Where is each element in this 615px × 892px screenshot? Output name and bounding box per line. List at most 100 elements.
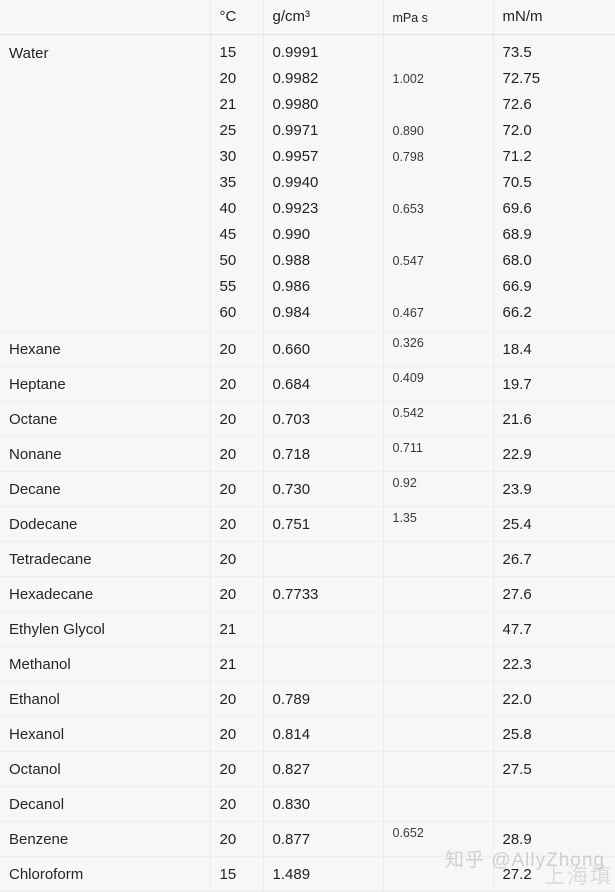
cell-substance: Octane	[0, 401, 211, 437]
table-row-water: Water 15 20 21 25 30 35 40 45 50 55	[0, 34, 615, 332]
water-density-value: 0.9991	[272, 44, 319, 61]
water-surface-tension-value: 73.5	[502, 44, 532, 61]
water-temp-value: 50	[219, 252, 237, 269]
table-row: Hexane 20 0.660 0.326 18.4	[0, 331, 615, 367]
water-viscosity-value	[384, 92, 493, 118]
header-density: g/cm³	[263, 0, 384, 35]
cell-density: 0.830	[263, 786, 384, 822]
water-density-value: 0.9971	[272, 122, 319, 139]
water-temperature-stack: 15 20 21 25 30 35 40 45 50 55 60	[211, 35, 263, 331]
cell-temperature: 21	[210, 646, 264, 682]
table-row: Dodecane 20 0.751 1.35 25.4	[0, 506, 615, 542]
cell-substance: Benzene	[0, 821, 211, 857]
cell-temperature: 20	[210, 331, 264, 367]
water-density-value: 0.988	[272, 252, 311, 269]
cell-viscosity: 0.542	[383, 401, 494, 437]
cell-substance-water: Water	[0, 34, 211, 332]
cell-temperature: 20	[210, 401, 264, 437]
table-row: Octane 20 0.703 0.542 21.6	[0, 401, 615, 437]
water-density-value: 0.9982	[272, 70, 319, 87]
cell-substance: Dodecane	[0, 506, 211, 542]
cell-surface-tension: 18.4	[493, 331, 615, 367]
table-header: °C g/cm³ mPa s mN/m	[0, 0, 615, 35]
water-viscosity-value: 0.798	[392, 150, 424, 164]
cell-substance: Chloroform	[0, 856, 211, 892]
table-row: Methanol 21 22.3	[0, 646, 615, 682]
cell-density: 0.827	[263, 751, 384, 787]
water-density-value: 0.9923	[272, 200, 319, 217]
cell-viscosity	[383, 611, 494, 647]
cell-surface-tension: 23.9	[493, 471, 615, 507]
cell-density: 0.703	[263, 401, 384, 437]
viscosity-value: 1.35	[392, 511, 417, 525]
cell-viscosity	[383, 576, 494, 612]
cell-temperature: 20	[210, 821, 264, 857]
cell-viscosity-water: 1.002 0.890 0.798 0.653 0.547 0.467	[383, 34, 494, 332]
cell-substance: Decanol	[0, 786, 211, 822]
water-density-stack: 0.9991 0.9982 0.9980 0.9971 0.9957 0.994…	[264, 35, 383, 331]
cell-temperature-water: 15 20 21 25 30 35 40 45 50 55 60	[210, 34, 264, 332]
cell-surface-tension: 21.6	[493, 401, 615, 437]
table-row: Benzene 20 0.877 0.652 28.9	[0, 821, 615, 857]
cell-viscosity	[383, 786, 494, 822]
water-surface-tension-value: 70.5	[502, 174, 532, 191]
water-temp-value: 45	[219, 226, 237, 243]
cell-temperature: 20	[210, 436, 264, 472]
water-temp-value: 20	[219, 70, 237, 87]
cell-substance: Ethylen Glycol	[0, 611, 211, 647]
cell-surface-tension: 28.9	[493, 821, 615, 857]
table-row: Ethylen Glycol 21 47.7	[0, 611, 615, 647]
table-row: Chloroform 15 1.489 27.2	[0, 856, 615, 892]
cell-density: 0.7733	[263, 576, 384, 612]
cell-surface-tension: 27.5	[493, 751, 615, 787]
water-viscosity-value: 0.467	[392, 306, 424, 320]
cell-substance: Heptane	[0, 366, 211, 402]
cell-substance: Hexadecane	[0, 576, 211, 612]
cell-substance: Hexanol	[0, 716, 211, 752]
cell-viscosity	[383, 716, 494, 752]
water-name-label: Water	[9, 45, 49, 62]
water-temp-value: 30	[219, 148, 237, 165]
water-surface-tension-value: 72.0	[502, 122, 532, 139]
viscosity-value: 0.326	[392, 336, 424, 350]
water-temp-value: 25	[219, 122, 237, 139]
cell-temperature: 20	[210, 366, 264, 402]
cell-surface-tension-water: 73.5 72.75 72.6 72.0 71.2 70.5 69.6 68.9…	[493, 34, 615, 332]
cell-viscosity	[383, 541, 494, 577]
cell-surface-tension: 47.7	[493, 611, 615, 647]
table-row: Ethanol 20 0.789 22.0	[0, 681, 615, 717]
cell-substance: Nonane	[0, 436, 211, 472]
cell-density: 0.684	[263, 366, 384, 402]
water-viscosity-value	[384, 40, 493, 66]
header-row: °C g/cm³ mPa s mN/m	[0, 0, 615, 35]
water-density-value: 0.986	[272, 278, 311, 295]
table-row: Nonane 20 0.718 0.711 22.9	[0, 436, 615, 472]
table-row: Heptane 20 0.684 0.409 19.7	[0, 366, 615, 402]
water-viscosity-value: 0.653	[392, 202, 424, 216]
header-substance	[0, 0, 211, 35]
water-surface-tension-value: 66.2	[502, 304, 532, 321]
cell-substance: Methanol	[0, 646, 211, 682]
water-name-stack: Water	[0, 35, 210, 72]
header-surface-tension: mN/m	[493, 0, 615, 35]
cell-surface-tension: 19.7	[493, 366, 615, 402]
cell-temperature: 20	[210, 786, 264, 822]
cell-temperature: 20	[210, 541, 264, 577]
cell-substance: Decane	[0, 471, 211, 507]
cell-substance: Ethanol	[0, 681, 211, 717]
cell-viscosity: 0.409	[383, 366, 494, 402]
table-row: Decanol 20 0.830	[0, 786, 615, 822]
cell-viscosity: 1.35	[383, 506, 494, 542]
water-surface-tension-value: 66.9	[502, 278, 532, 295]
cell-temperature: 20	[210, 716, 264, 752]
cell-viscosity	[383, 856, 494, 892]
water-temp-value: 15	[219, 44, 237, 61]
water-temp-value: 35	[219, 174, 237, 191]
water-surface-tension-value: 68.0	[502, 252, 532, 269]
cell-surface-tension: 25.4	[493, 506, 615, 542]
cell-viscosity: 0.326	[383, 331, 494, 367]
water-surface-tension-value: 72.6	[502, 96, 532, 113]
water-viscosity-value: 0.547	[392, 254, 424, 268]
table-row: Decane 20 0.730 0.92 23.9	[0, 471, 615, 507]
